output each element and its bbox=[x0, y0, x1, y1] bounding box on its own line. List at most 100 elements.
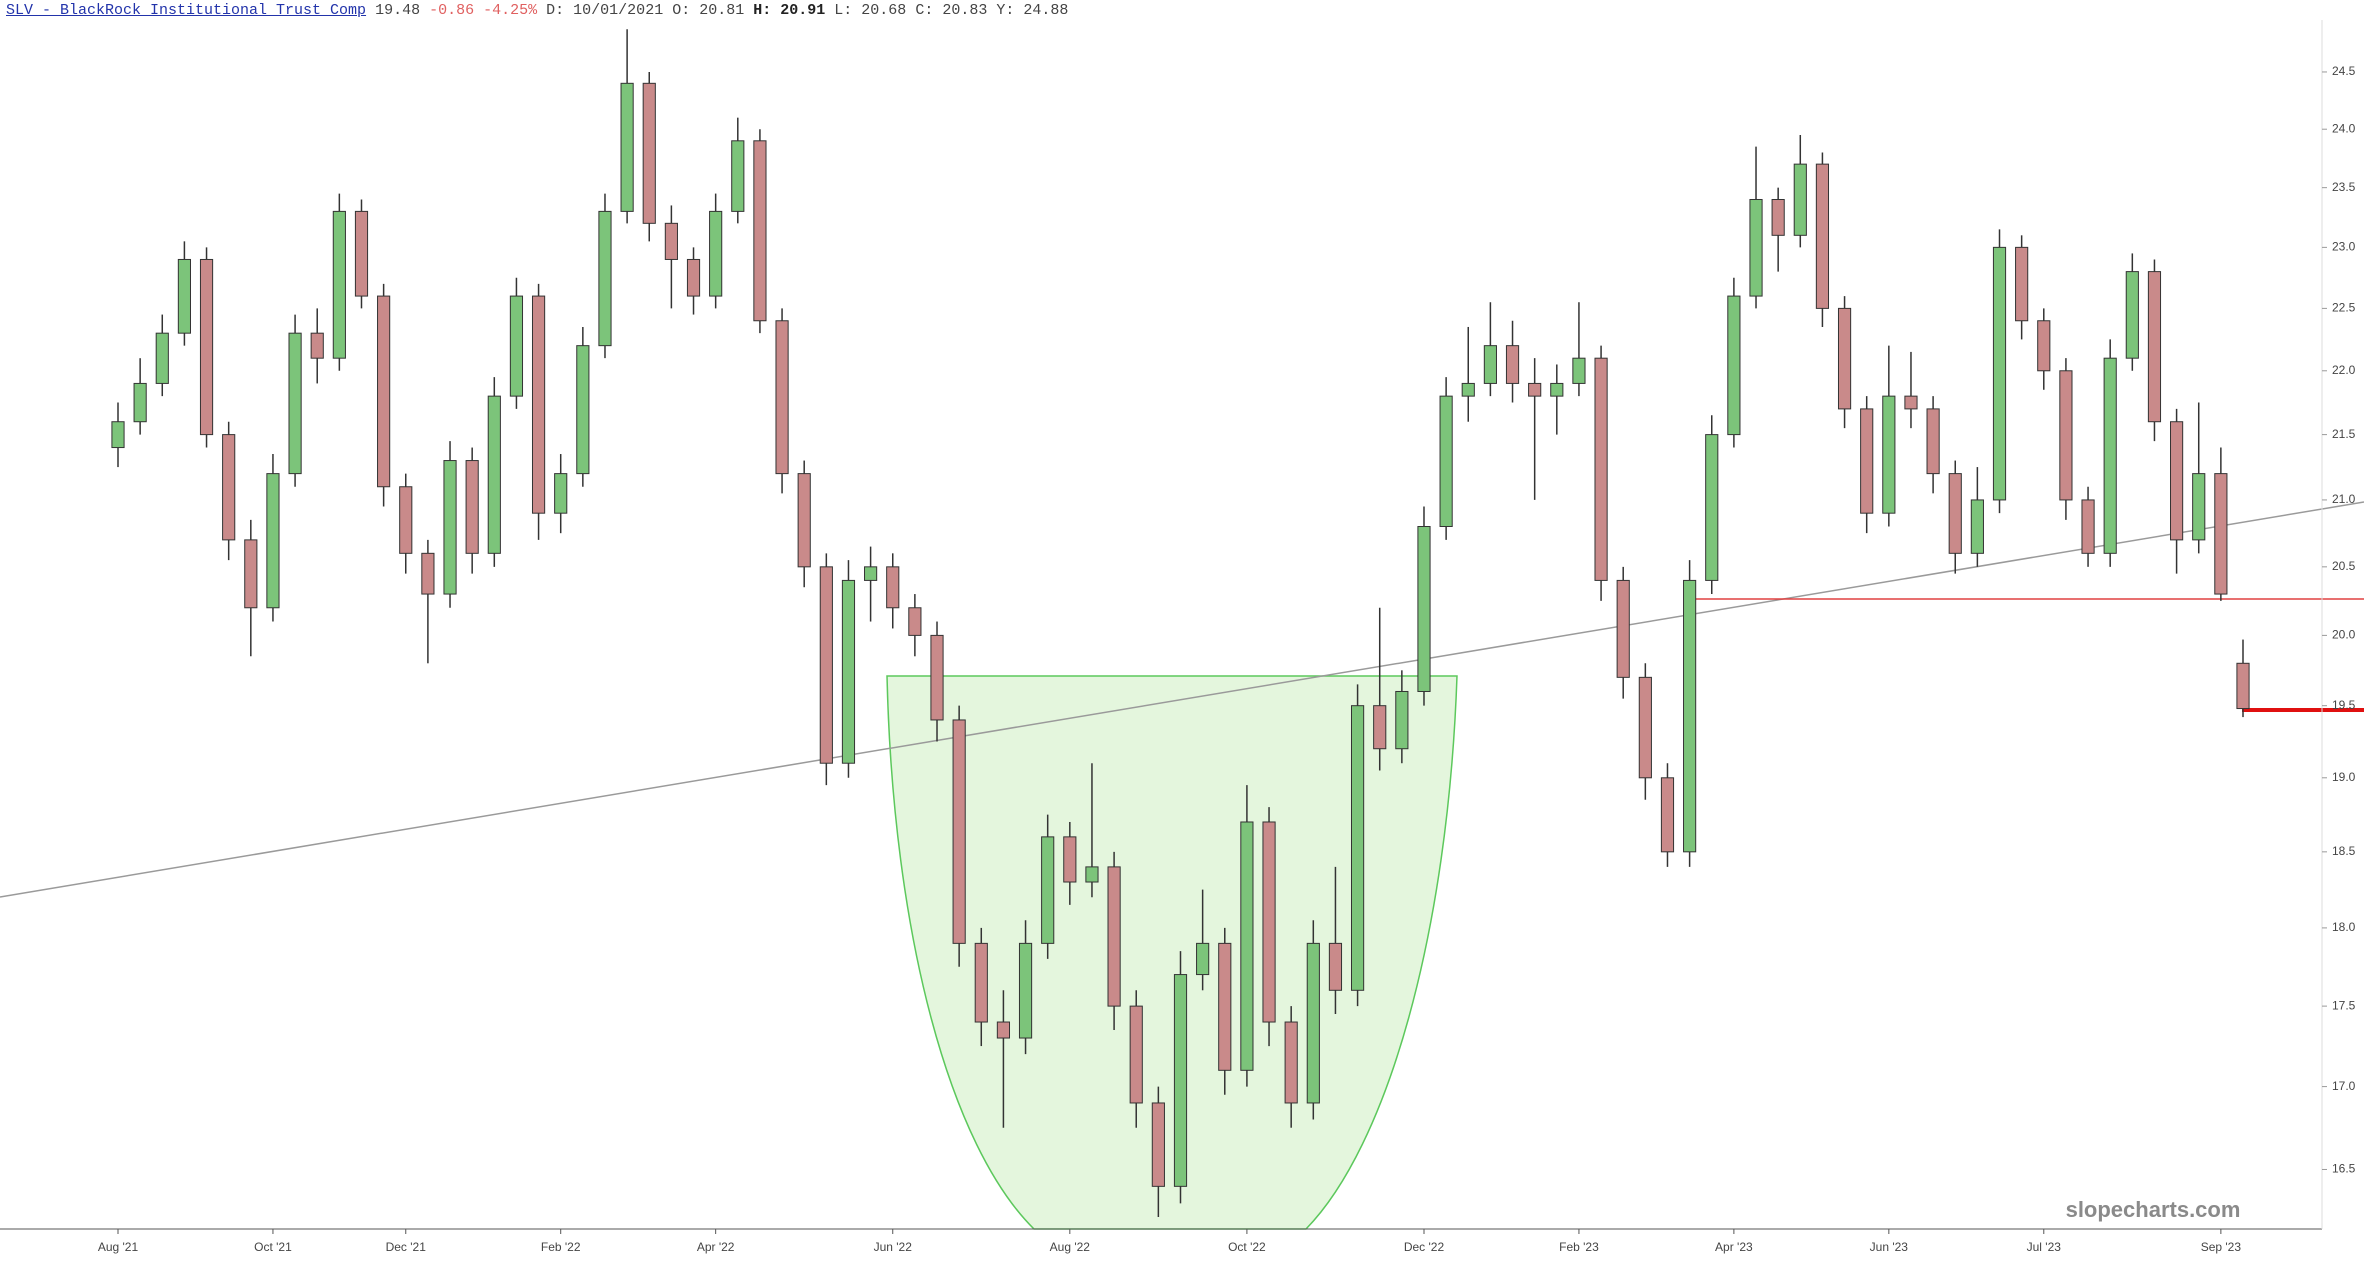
candle-body bbox=[1882, 395, 1896, 514]
candle-body bbox=[133, 382, 147, 423]
x-tick-label: Feb '22 bbox=[541, 1240, 581, 1254]
candle-body bbox=[598, 210, 612, 347]
y-tick-label: 24.0 bbox=[2332, 121, 2356, 135]
candle-body bbox=[531, 295, 546, 514]
x-tick-label: Apr '23 bbox=[1715, 1240, 1753, 1254]
candle-body bbox=[155, 332, 169, 384]
candle-body bbox=[642, 82, 656, 224]
candle-body bbox=[2236, 662, 2250, 710]
y-tick-label: 22.5 bbox=[2332, 301, 2356, 315]
watermark: slopecharts.com bbox=[2066, 1197, 2241, 1222]
y-tick-label: 17.0 bbox=[2332, 1079, 2356, 1093]
candle-body bbox=[1749, 198, 1763, 297]
x-tick-label: Oct '21 bbox=[254, 1240, 292, 1254]
candle-body bbox=[1992, 246, 2007, 501]
candle-body bbox=[1926, 408, 1940, 475]
candle-body bbox=[731, 140, 745, 212]
candle-body bbox=[1085, 866, 1099, 883]
candle-body bbox=[2214, 473, 2228, 595]
candle-body bbox=[1904, 395, 1918, 410]
candle-body bbox=[996, 1021, 1011, 1039]
symbol-title[interactable]: SLV - BlackRock Institutional Trust Comp bbox=[6, 2, 367, 19]
candle-body bbox=[421, 552, 435, 595]
candle-body bbox=[1151, 1102, 1165, 1187]
y-tick-label: 19.5 bbox=[2332, 698, 2356, 712]
candle-body bbox=[797, 473, 811, 568]
candle-body bbox=[1218, 942, 1232, 1071]
candle-body bbox=[177, 258, 191, 334]
candle-body bbox=[1395, 690, 1409, 750]
candle-body bbox=[952, 719, 966, 944]
candle-body bbox=[1461, 382, 1475, 397]
candle-body bbox=[1173, 974, 1188, 1187]
candle-body bbox=[377, 295, 391, 488]
candle-body bbox=[2015, 246, 2029, 322]
quote-date: D: 10/01/2021 bbox=[546, 2, 664, 19]
x-tick-label: Jul '23 bbox=[2027, 1240, 2062, 1254]
candle-body bbox=[199, 258, 214, 436]
candle-body bbox=[399, 486, 413, 554]
price-change: -0.86 bbox=[429, 2, 475, 19]
quote-yearhigh: Y: 24.88 bbox=[996, 2, 1069, 19]
candle-body bbox=[2170, 421, 2184, 541]
candle-body bbox=[664, 222, 678, 260]
candle-body bbox=[1594, 357, 1608, 581]
y-tick-label: 24.5 bbox=[2332, 64, 2356, 78]
candle-body bbox=[310, 332, 324, 359]
candle-body bbox=[1793, 163, 1807, 236]
price-change-pct: -4.25% bbox=[483, 2, 538, 19]
candle-body bbox=[1505, 345, 1520, 384]
candle-body bbox=[1528, 382, 1542, 397]
candle-body bbox=[1948, 473, 1962, 554]
candle-body bbox=[686, 258, 701, 297]
candle-body bbox=[1860, 408, 1874, 514]
candle-body bbox=[288, 332, 302, 475]
candle-body bbox=[1196, 942, 1210, 976]
candle-body bbox=[443, 460, 457, 595]
candle-body bbox=[1439, 395, 1453, 528]
candle-body bbox=[841, 579, 856, 764]
candle-body bbox=[1638, 676, 1652, 779]
y-tick-label: 21.0 bbox=[2332, 492, 2356, 506]
x-tick-label: Jun '23 bbox=[1870, 1240, 1909, 1254]
candle-body bbox=[1107, 866, 1121, 1007]
candle-body bbox=[1373, 705, 1387, 750]
candle-body bbox=[1417, 526, 1431, 692]
candle-body bbox=[487, 395, 501, 554]
x-tick-label: Feb '23 bbox=[1559, 1240, 1599, 1254]
candle-body bbox=[111, 421, 125, 449]
x-tick-label: Sep '23 bbox=[2201, 1240, 2242, 1254]
candle-body bbox=[1483, 345, 1497, 384]
candle-body bbox=[509, 295, 524, 397]
candle-body bbox=[1616, 579, 1630, 678]
x-tick-label: Dec '21 bbox=[386, 1240, 427, 1254]
candle-body bbox=[2037, 320, 2051, 372]
candle-body bbox=[1970, 499, 1984, 554]
y-tick-label: 22.0 bbox=[2332, 363, 2356, 377]
quote-high: H: 20.91 bbox=[753, 2, 826, 19]
candle-body bbox=[864, 566, 878, 581]
candle-body bbox=[1837, 307, 1852, 410]
candle-body bbox=[1284, 1021, 1298, 1104]
y-tick-label: 17.5 bbox=[2332, 998, 2356, 1012]
quote-close: C: 20.83 bbox=[915, 2, 988, 19]
candle-body bbox=[1306, 942, 1320, 1104]
y-tick-label: 20.5 bbox=[2332, 559, 2356, 573]
candle-body bbox=[266, 473, 280, 609]
candle-body bbox=[576, 345, 590, 475]
candle-body bbox=[775, 320, 789, 475]
candle-body bbox=[908, 607, 922, 636]
x-tick-label: Dec '22 bbox=[1404, 1240, 1445, 1254]
candle-body bbox=[1660, 777, 1675, 853]
candle-body bbox=[930, 634, 944, 721]
candle-body bbox=[1771, 198, 1785, 236]
candle-body bbox=[1350, 705, 1365, 991]
candle-body bbox=[554, 473, 568, 514]
y-tick-label: 18.0 bbox=[2332, 920, 2356, 934]
x-tick-label: Oct '22 bbox=[1228, 1240, 1266, 1254]
candle-body bbox=[1129, 1005, 1143, 1104]
candle-body bbox=[354, 210, 369, 297]
y-tick-label: 20.0 bbox=[2332, 628, 2356, 642]
